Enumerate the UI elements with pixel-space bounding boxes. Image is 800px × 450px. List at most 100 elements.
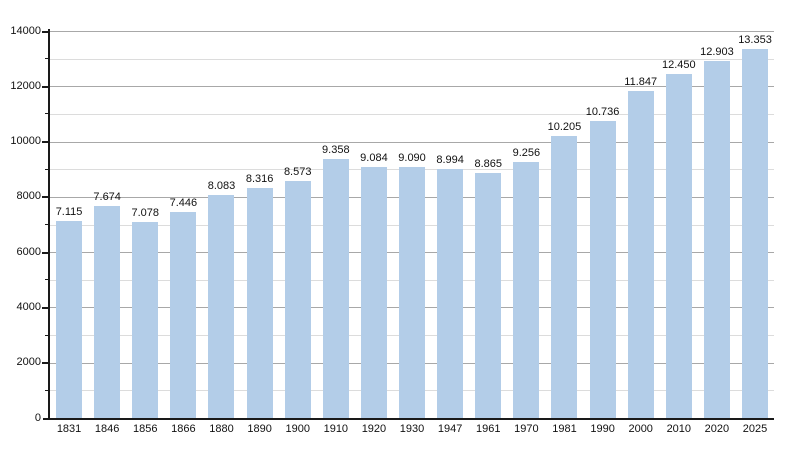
bar-slot-1900: 8.573 <box>279 31 317 418</box>
gridline-11000 <box>50 113 774 115</box>
bar-1900 <box>284 181 311 418</box>
bar-slot-1856: 7.078 <box>126 31 164 418</box>
plot-area: 7.115 7.674 7.078 7.446 8.083 8.316 8.573 9.358… <box>50 31 774 418</box>
bar-1910 <box>322 159 349 418</box>
y-tick-7000 <box>45 224 49 225</box>
x-axis-tick-label: 1990 <box>590 423 615 435</box>
y-tick-3000 <box>45 334 49 336</box>
x-axis-tick-label: 1831 <box>56 423 82 435</box>
x-axis-tick-label: 1866 <box>171 423 196 435</box>
x-axis-tick-label: 1947 <box>437 423 463 435</box>
bar-slot-2020: 12.903 <box>698 31 736 418</box>
x-axis-tick-label: 1890 <box>247 423 272 435</box>
y-axis-tick-label: 10000 <box>10 135 41 148</box>
bar-1970 <box>513 162 540 418</box>
y-tick-10000 <box>42 141 49 144</box>
bar-value-label: 8.994 <box>436 154 464 167</box>
bar-slot-1910: 9.358 <box>317 31 355 418</box>
x-axis-tick-label: 1856 <box>133 423 158 435</box>
x-axis-tick-label: 1920 <box>361 423 387 435</box>
y-tick-13000 <box>45 58 49 60</box>
bar-value-label: 10.736 <box>585 106 620 119</box>
bar-slot-1866: 7.446 <box>164 31 202 418</box>
y-tick-1000 <box>45 389 49 391</box>
bar-1981 <box>551 135 578 418</box>
bar-2020 <box>703 61 730 418</box>
gridline-14000 <box>50 31 774 32</box>
bar-1961 <box>475 172 502 418</box>
bar-1890 <box>246 188 273 418</box>
x-axis-tick-label: 1900 <box>285 423 310 435</box>
y-axis-tick-label: 2000 <box>16 356 41 369</box>
y-tick-14000 <box>42 30 49 33</box>
bar-slot-1930: 9.090 <box>393 31 431 418</box>
bar-1990 <box>589 121 616 418</box>
bar-1880 <box>208 194 235 418</box>
y-axis-line <box>48 29 50 420</box>
x-axis-tick-label: 1970 <box>514 423 539 435</box>
y-axis-tick-label: 8000 <box>16 190 41 203</box>
bar-value-label: 8.083 <box>207 179 236 192</box>
bar-1920 <box>360 166 387 418</box>
bar-value-label: 7.078 <box>131 207 160 220</box>
y-tick-8000 <box>42 196 49 199</box>
x-axis-tick-label: 2025 <box>742 423 768 435</box>
gridline-10000 <box>50 141 774 143</box>
bar-2010 <box>665 73 692 418</box>
bar-value-label: 8.316 <box>245 173 274 186</box>
bar-value-label: 9.084 <box>360 151 388 164</box>
bar-value-label: 7.115 <box>55 206 83 219</box>
bar-slot-1947: 8.994 <box>431 31 469 418</box>
x-axis-labels: 1831 1846 1856 1866 1880 1890 1900 1910 1920 1930… <box>50 423 774 436</box>
x-axis-line <box>43 418 774 420</box>
x-axis-tick-label: 2020 <box>704 423 730 435</box>
bar-slot-1880: 8.083 <box>202 31 240 418</box>
y-axis-tick-label: 14000 <box>10 24 41 37</box>
x-axis-tick-label: 1930 <box>399 423 425 435</box>
bar-value-label: 10.205 <box>547 120 582 133</box>
y-axis-tick-label: 4000 <box>16 300 41 313</box>
bar-value-label: 7.446 <box>169 197 198 210</box>
y-axis-tick-label: 0 <box>34 411 41 424</box>
bar-1831 <box>56 221 83 418</box>
bar-1866 <box>170 212 197 418</box>
bar-slot-1831: 7.115 <box>50 31 88 418</box>
x-axis-tick-label: 2000 <box>628 423 653 435</box>
bar-1856 <box>132 222 159 418</box>
x-axis-tick-label: 1846 <box>94 423 120 435</box>
bar-value-label: 8.865 <box>474 157 503 170</box>
x-axis-tick-label: 2010 <box>666 423 692 435</box>
bar-2000 <box>627 90 654 418</box>
bar-1930 <box>399 166 426 418</box>
bar-value-label: 7.674 <box>93 190 121 203</box>
y-tick-5000 <box>45 279 49 281</box>
bar-slot-2010: 12.450 <box>660 31 698 418</box>
x-axis-tick-label: 1961 <box>476 423 501 435</box>
x-axis-tick-label: 1880 <box>209 423 234 435</box>
bar-value-label: 9.090 <box>398 151 426 164</box>
bars-container: 7.115 7.674 7.078 7.446 8.083 8.316 8.573 9.358… <box>50 31 774 418</box>
bar-value-label: 9.256 <box>512 147 541 160</box>
bar-1947 <box>437 169 464 418</box>
bar-slot-1961: 8.865 <box>469 31 507 418</box>
bar-value-label: 9.358 <box>322 144 350 157</box>
bar-slot-2025: 13.353 <box>736 31 774 418</box>
bar-value-label: 13.353 <box>738 33 772 46</box>
x-axis-tick-label: 1981 <box>552 423 577 435</box>
gridline-13000 <box>50 58 774 60</box>
y-tick-6000 <box>42 251 49 254</box>
y-tick-9000 <box>45 168 49 170</box>
y-axis-tick-label: 12000 <box>10 79 41 92</box>
y-tick-11000 <box>45 113 49 115</box>
bar-slot-1920: 9.084 <box>355 31 393 418</box>
bar-value-label: 12.903 <box>700 46 734 59</box>
y-tick-2000 <box>42 362 49 365</box>
bar-2025 <box>742 48 769 418</box>
x-axis-tick-label: 1910 <box>323 423 349 435</box>
y-tick-12000 <box>42 85 49 88</box>
gridline-12000 <box>50 86 774 88</box>
bar-slot-1846: 7.674 <box>88 31 126 418</box>
bar-slot-1981: 10.205 <box>545 31 583 418</box>
bar-slot-2000: 11.847 <box>622 31 660 418</box>
